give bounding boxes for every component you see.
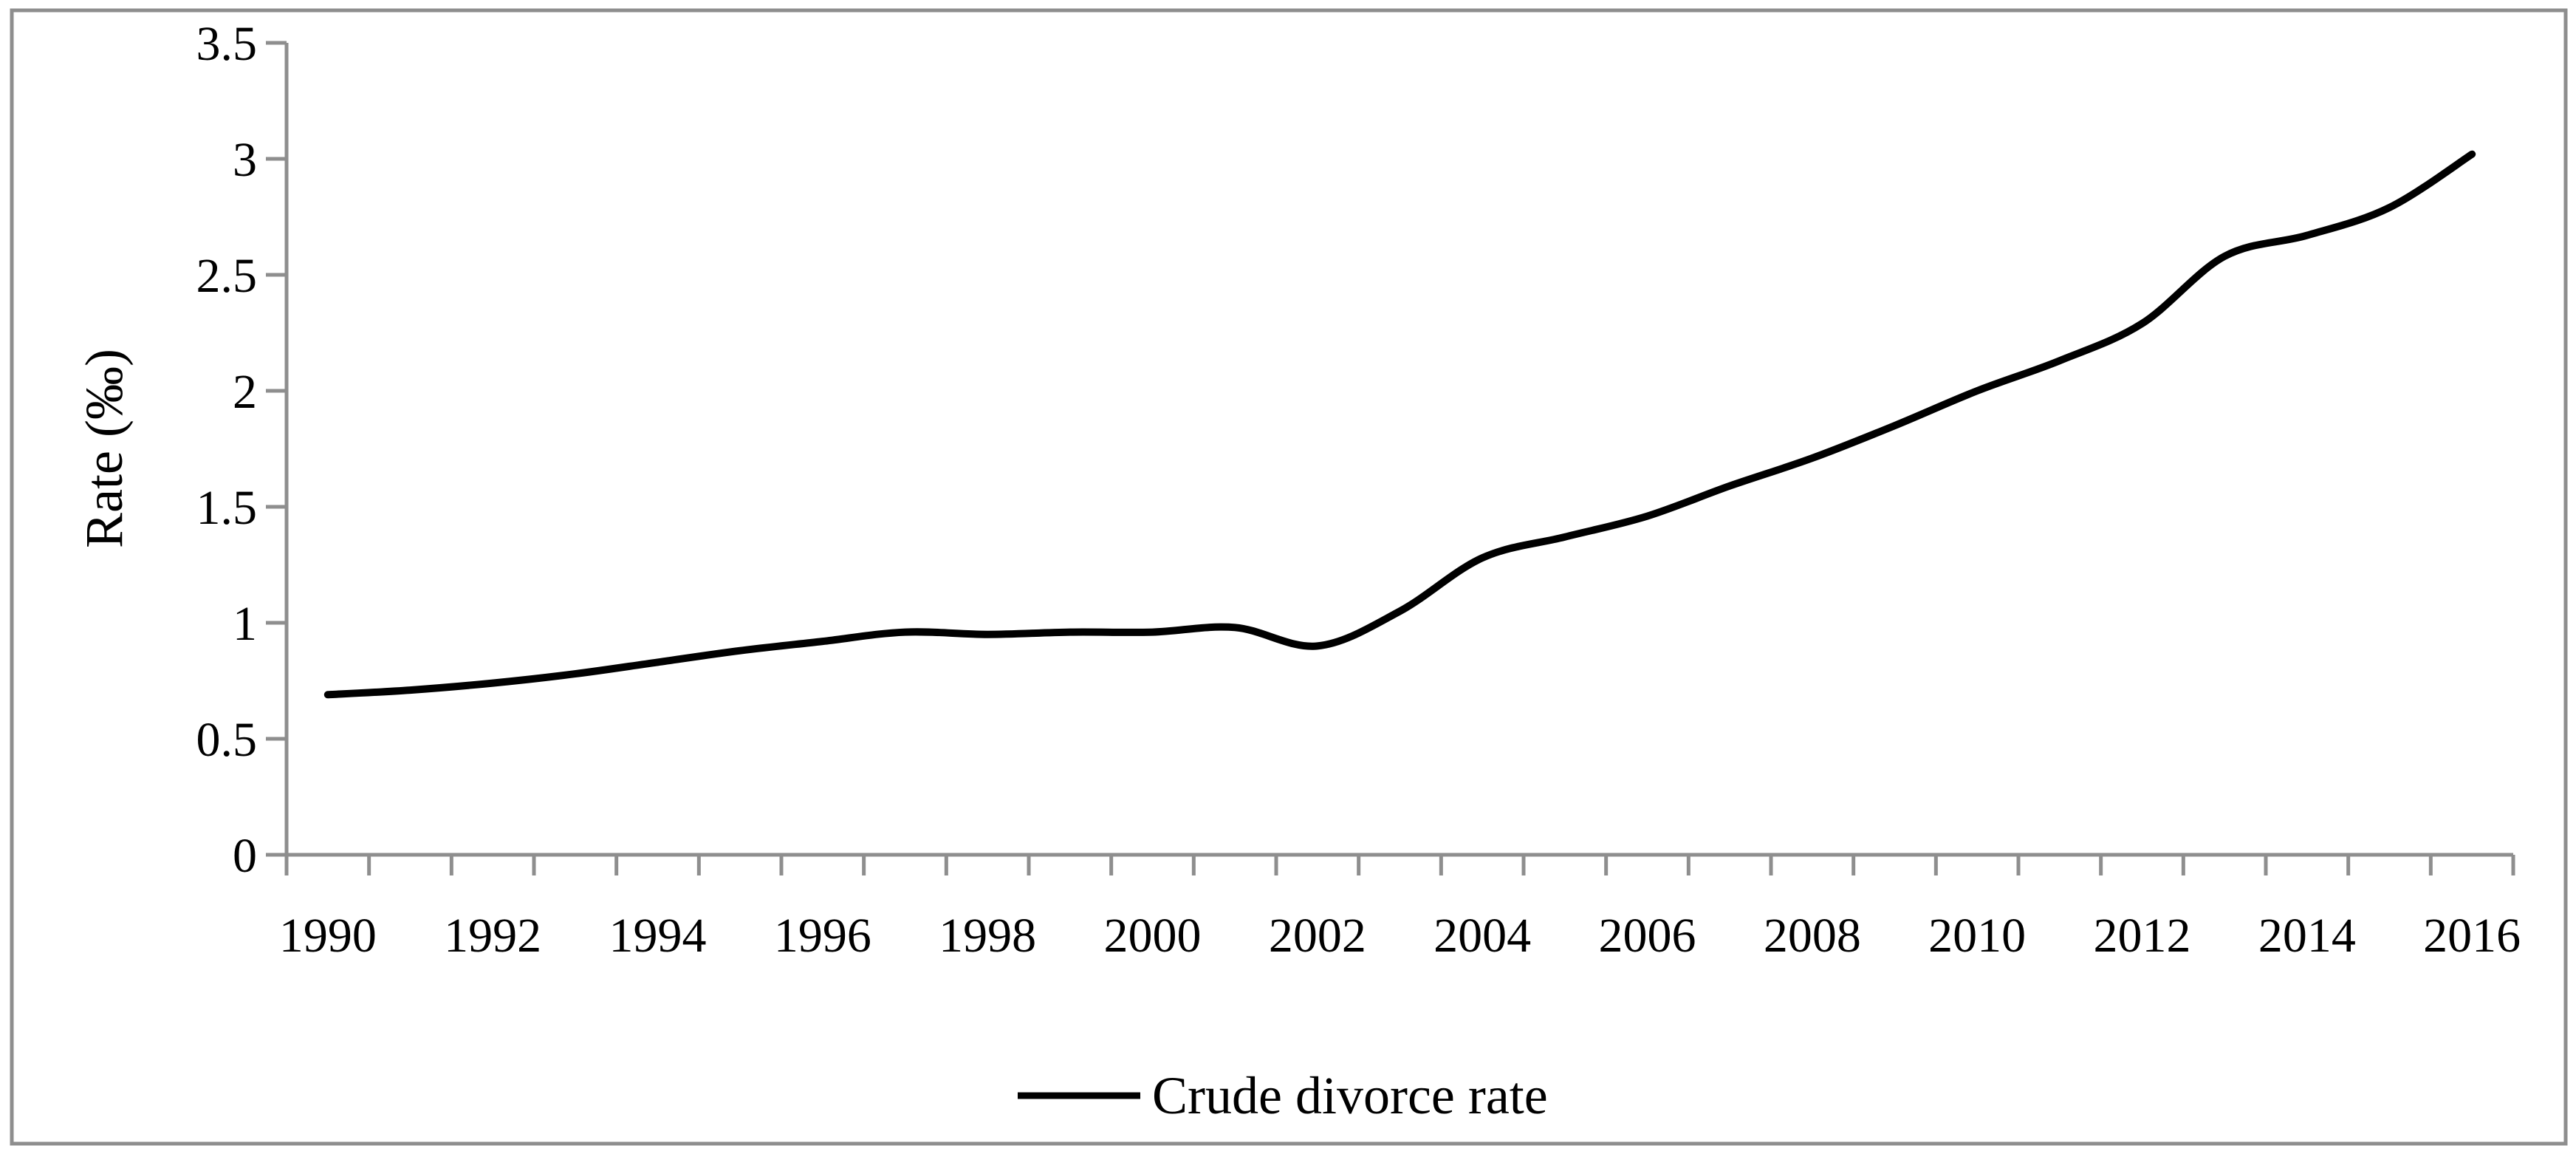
legend: Crude divorce rate <box>1018 1066 1548 1125</box>
y-axis-title: Rate (‰) <box>75 349 134 548</box>
x-tick-label: 2006 <box>1599 909 1696 963</box>
x-tick-label: 2008 <box>1764 909 1861 963</box>
y-axis-tick-labels: 3.5 3 2.5 2 1.5 1 0.5 0 <box>196 17 258 883</box>
x-tick-label: 2002 <box>1269 909 1366 963</box>
y-tick-label: 2 <box>233 365 257 419</box>
x-tick-label: 1990 <box>279 909 377 963</box>
y-tick-label: 3.5 <box>196 17 258 71</box>
x-tick-label: 2004 <box>1433 909 1531 963</box>
crude-divorce-rate-line <box>323 150 2476 699</box>
y-tick-label: 1 <box>233 597 257 651</box>
y-tick-label: 0 <box>233 829 257 883</box>
x-tick-label: 2010 <box>1928 909 2026 963</box>
x-tick-label: 2000 <box>1104 909 1202 963</box>
x-tick-label: 1994 <box>609 909 707 963</box>
y-tick-label: 0.5 <box>196 713 258 767</box>
x-tick-label: 2012 <box>2094 909 2191 963</box>
axes <box>266 41 2515 875</box>
legend-label: Crude divorce rate <box>1152 1066 1548 1125</box>
x-tick-label: 1992 <box>444 909 541 963</box>
y-tick-label: 1.5 <box>196 481 258 535</box>
x-axis-tick-labels: 1990 1992 1994 1996 1998 2000 2002 2004 2006 2008… <box>279 909 2521 963</box>
y-tick-label: 3 <box>233 133 257 187</box>
y-tick-label: 2.5 <box>196 249 258 303</box>
x-tick-label: 2014 <box>2258 909 2356 963</box>
x-tick-label: 1998 <box>939 909 1036 963</box>
x-tick-label: 1996 <box>774 909 871 963</box>
x-tick-label: 2016 <box>2423 909 2521 963</box>
figure-border <box>10 8 2568 1146</box>
